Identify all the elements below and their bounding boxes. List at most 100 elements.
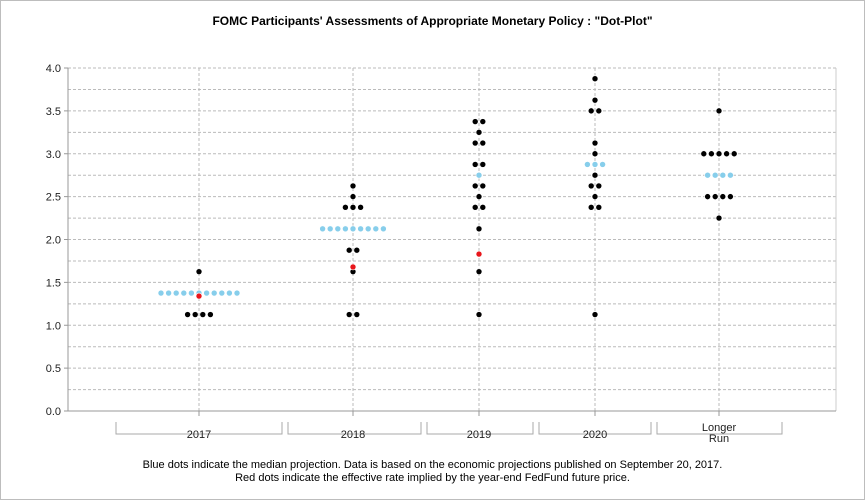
category-bracket bbox=[538, 422, 652, 435]
x-tick-label: 2019 bbox=[467, 429, 491, 441]
participant-dot bbox=[345, 311, 353, 318]
market-implied-dot bbox=[349, 263, 357, 271]
median-dot bbox=[172, 289, 180, 297]
median-dot bbox=[157, 289, 165, 297]
participant-dot bbox=[587, 204, 595, 211]
participant-dot bbox=[591, 139, 599, 147]
participant-dot bbox=[199, 311, 207, 318]
participant-dot bbox=[475, 193, 483, 200]
x-tick-label: 2017 bbox=[187, 429, 211, 441]
median-dot bbox=[719, 171, 727, 179]
median-dot bbox=[727, 171, 734, 179]
participant-dot bbox=[475, 311, 483, 318]
participant-dot bbox=[711, 193, 719, 200]
participant-dot bbox=[475, 225, 483, 233]
participant-dot bbox=[195, 268, 203, 275]
participant-dot bbox=[479, 204, 487, 211]
y-tick-label: 0.0 bbox=[46, 406, 61, 418]
median-dot bbox=[711, 171, 719, 179]
participant-dot bbox=[591, 75, 599, 83]
median-dot bbox=[165, 289, 172, 297]
median-dot bbox=[372, 225, 380, 233]
participant-dot bbox=[715, 214, 723, 222]
participant-dot bbox=[591, 150, 599, 158]
participant-dot bbox=[715, 150, 723, 158]
participant-dot bbox=[595, 204, 603, 211]
participant-dot bbox=[591, 193, 599, 200]
participant-dot bbox=[587, 107, 595, 115]
participant-dot bbox=[349, 182, 357, 190]
participant-dot bbox=[595, 107, 603, 115]
participant-dot bbox=[591, 311, 599, 318]
median-dot bbox=[704, 171, 711, 179]
axis-layer: 0.0 0.5 1.0 1.5 2.0 2.5 3.0 3.5 4.0 bbox=[46, 63, 837, 418]
participant-dot bbox=[207, 311, 214, 318]
category-bracket bbox=[656, 422, 783, 435]
participant-dot bbox=[708, 150, 715, 158]
participant-dot bbox=[353, 311, 361, 318]
median-dot bbox=[326, 225, 334, 233]
y-tick-label: 0.5 bbox=[46, 363, 61, 375]
median-dot bbox=[226, 289, 233, 297]
footnote: Blue dots indicate the median projection… bbox=[0, 459, 865, 485]
participant-dot bbox=[479, 118, 487, 125]
median-dot bbox=[210, 289, 218, 297]
participant-dot bbox=[587, 182, 595, 190]
median-dot bbox=[188, 289, 195, 297]
footnote-line-median: Blue dots indicate the median projection… bbox=[142, 459, 723, 471]
participant-dot bbox=[479, 161, 487, 168]
median-dot bbox=[357, 225, 364, 233]
participant-dot bbox=[591, 171, 599, 179]
chart-title: FOMC Participants' Assessments of Approp… bbox=[212, 14, 653, 28]
participant-dot bbox=[727, 193, 734, 200]
participant-dot bbox=[349, 204, 357, 211]
participant-dot bbox=[475, 268, 483, 275]
x-tick-label: 2020 bbox=[583, 429, 607, 441]
participant-dot bbox=[715, 107, 723, 115]
median-dot bbox=[380, 225, 387, 233]
category-bracket bbox=[287, 422, 422, 435]
x-tick-label: Longer Run bbox=[702, 422, 737, 445]
median-dot bbox=[475, 171, 483, 179]
y-tick-label: 4.0 bbox=[46, 63, 61, 75]
participant-dot bbox=[479, 182, 487, 190]
median-dot bbox=[599, 161, 606, 168]
participant-dot bbox=[191, 311, 199, 318]
median-dot bbox=[349, 225, 357, 233]
dot-layer bbox=[157, 75, 738, 318]
category-bracket bbox=[115, 422, 283, 435]
participant-dot bbox=[591, 96, 599, 104]
footnote-line-market: Red dots indicate the effective rate imp… bbox=[235, 472, 630, 484]
participant-dot bbox=[353, 246, 361, 254]
participant-dot bbox=[479, 139, 487, 147]
participant-dot bbox=[184, 311, 191, 318]
participant-dot bbox=[475, 129, 483, 136]
median-dot bbox=[584, 161, 591, 168]
participant-dot bbox=[471, 182, 479, 190]
participant-dot bbox=[471, 118, 479, 125]
category-layer: 2017 2018 2019 2020 Longer Run bbox=[115, 411, 783, 445]
participant-dot bbox=[342, 204, 349, 211]
y-tick-label: 1.0 bbox=[46, 320, 61, 332]
participant-dot bbox=[345, 246, 353, 254]
participant-dot bbox=[719, 193, 727, 200]
participant-dot bbox=[723, 150, 730, 158]
x-tick-label: 2018 bbox=[341, 429, 365, 441]
participant-dot bbox=[704, 193, 711, 200]
participant-dot bbox=[700, 150, 708, 158]
market-implied-dot bbox=[475, 250, 483, 258]
median-dot bbox=[342, 225, 349, 233]
y-tick-label: 3.5 bbox=[46, 106, 61, 118]
participant-dot bbox=[357, 204, 364, 211]
median-dot bbox=[203, 289, 210, 297]
participant-dot bbox=[595, 182, 603, 190]
median-dot bbox=[334, 225, 342, 233]
median-dot bbox=[180, 289, 188, 297]
participant-dot bbox=[471, 139, 479, 147]
y-tick-label: 3.0 bbox=[46, 149, 61, 161]
median-dot bbox=[233, 289, 241, 297]
category-bracket bbox=[426, 422, 534, 435]
median-dot bbox=[591, 161, 599, 168]
